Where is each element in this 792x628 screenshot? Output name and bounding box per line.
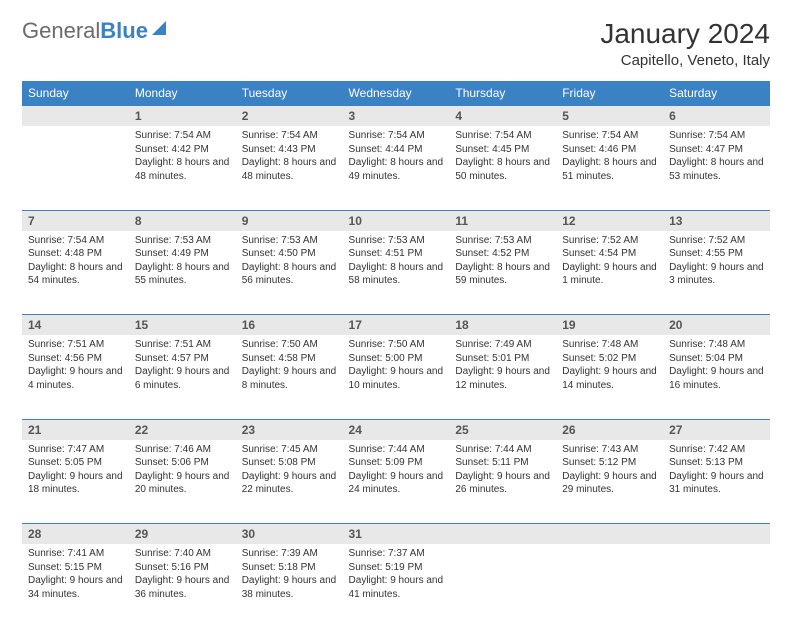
day-number-cell — [663, 524, 770, 545]
day-content-cell: Sunrise: 7:54 AMSunset: 4:43 PMDaylight:… — [236, 126, 343, 210]
day-content-cell: Sunrise: 7:54 AMSunset: 4:42 PMDaylight:… — [129, 126, 236, 210]
day-number-cell: 9 — [236, 210, 343, 231]
day-number-row: 78910111213 — [22, 210, 770, 231]
day-content-row: Sunrise: 7:47 AMSunset: 5:05 PMDaylight:… — [22, 440, 770, 524]
day-content-cell — [556, 544, 663, 628]
logo: GeneralBlue — [22, 18, 166, 44]
day-content-cell: Sunrise: 7:49 AMSunset: 5:01 PMDaylight:… — [449, 335, 556, 419]
location: Capitello, Veneto, Italy — [600, 52, 770, 69]
day-content-cell: Sunrise: 7:54 AMSunset: 4:45 PMDaylight:… — [449, 126, 556, 210]
logo-triangle-icon — [152, 21, 166, 35]
day-content-cell: Sunrise: 7:52 AMSunset: 4:54 PMDaylight:… — [556, 231, 663, 315]
day-number-cell: 28 — [22, 524, 129, 545]
day-content-cell: Sunrise: 7:50 AMSunset: 5:00 PMDaylight:… — [343, 335, 450, 419]
day-number-cell: 4 — [449, 106, 556, 127]
day-content-cell: Sunrise: 7:53 AMSunset: 4:51 PMDaylight:… — [343, 231, 450, 315]
day-header: Wednesday — [343, 81, 450, 106]
day-number-cell: 1 — [129, 106, 236, 127]
day-content-cell: Sunrise: 7:54 AMSunset: 4:48 PMDaylight:… — [22, 231, 129, 315]
day-content-row: Sunrise: 7:54 AMSunset: 4:42 PMDaylight:… — [22, 126, 770, 210]
day-content-cell: Sunrise: 7:54 AMSunset: 4:44 PMDaylight:… — [343, 126, 450, 210]
day-content-row: Sunrise: 7:54 AMSunset: 4:48 PMDaylight:… — [22, 231, 770, 315]
day-number-cell: 6 — [663, 106, 770, 127]
day-number-cell: 17 — [343, 315, 450, 336]
day-number-cell: 5 — [556, 106, 663, 127]
calendar-body: 123456Sunrise: 7:54 AMSunset: 4:42 PMDay… — [22, 106, 770, 628]
day-content-cell — [22, 126, 129, 210]
day-number-row: 28293031 — [22, 524, 770, 545]
day-number-cell: 2 — [236, 106, 343, 127]
day-content-cell: Sunrise: 7:42 AMSunset: 5:13 PMDaylight:… — [663, 440, 770, 524]
day-number-cell: 12 — [556, 210, 663, 231]
logo-part1: General — [22, 18, 100, 43]
day-header: Sunday — [22, 81, 129, 106]
day-number-cell: 31 — [343, 524, 450, 545]
day-content-cell: Sunrise: 7:45 AMSunset: 5:08 PMDaylight:… — [236, 440, 343, 524]
day-content-cell: Sunrise: 7:47 AMSunset: 5:05 PMDaylight:… — [22, 440, 129, 524]
day-number-cell: 7 — [22, 210, 129, 231]
day-header: Saturday — [663, 81, 770, 106]
day-number-row: 14151617181920 — [22, 315, 770, 336]
day-content-cell: Sunrise: 7:54 AMSunset: 4:46 PMDaylight:… — [556, 126, 663, 210]
day-header: Tuesday — [236, 81, 343, 106]
day-content-cell: Sunrise: 7:37 AMSunset: 5:19 PMDaylight:… — [343, 544, 450, 628]
day-content-cell: Sunrise: 7:44 AMSunset: 5:11 PMDaylight:… — [449, 440, 556, 524]
day-header: Monday — [129, 81, 236, 106]
day-number-row: 123456 — [22, 106, 770, 127]
logo-part2: Blue — [100, 18, 148, 43]
logo-text: GeneralBlue — [22, 18, 148, 44]
day-content-cell: Sunrise: 7:48 AMSunset: 5:04 PMDaylight:… — [663, 335, 770, 419]
day-number-row: 21222324252627 — [22, 419, 770, 440]
day-number-cell: 3 — [343, 106, 450, 127]
day-number-cell: 18 — [449, 315, 556, 336]
day-header-row: Sunday Monday Tuesday Wednesday Thursday… — [22, 81, 770, 106]
day-content-cell: Sunrise: 7:46 AMSunset: 5:06 PMDaylight:… — [129, 440, 236, 524]
day-number-cell: 13 — [663, 210, 770, 231]
day-content-cell: Sunrise: 7:41 AMSunset: 5:15 PMDaylight:… — [22, 544, 129, 628]
day-number-cell: 10 — [343, 210, 450, 231]
day-content-cell: Sunrise: 7:51 AMSunset: 4:57 PMDaylight:… — [129, 335, 236, 419]
day-content-cell: Sunrise: 7:53 AMSunset: 4:50 PMDaylight:… — [236, 231, 343, 315]
title-block: January 2024 Capitello, Veneto, Italy — [600, 18, 770, 69]
day-number-cell: 29 — [129, 524, 236, 545]
day-number-cell: 15 — [129, 315, 236, 336]
day-content-row: Sunrise: 7:51 AMSunset: 4:56 PMDaylight:… — [22, 335, 770, 419]
day-number-cell: 25 — [449, 419, 556, 440]
day-number-cell: 21 — [22, 419, 129, 440]
day-header: Thursday — [449, 81, 556, 106]
day-content-cell: Sunrise: 7:48 AMSunset: 5:02 PMDaylight:… — [556, 335, 663, 419]
day-header: Friday — [556, 81, 663, 106]
day-content-cell: Sunrise: 7:39 AMSunset: 5:18 PMDaylight:… — [236, 544, 343, 628]
day-number-cell: 26 — [556, 419, 663, 440]
day-number-cell — [449, 524, 556, 545]
day-content-cell: Sunrise: 7:54 AMSunset: 4:47 PMDaylight:… — [663, 126, 770, 210]
day-number-cell: 30 — [236, 524, 343, 545]
day-number-cell — [556, 524, 663, 545]
day-number-cell: 8 — [129, 210, 236, 231]
day-number-cell: 11 — [449, 210, 556, 231]
day-content-cell — [449, 544, 556, 628]
day-content-row: Sunrise: 7:41 AMSunset: 5:15 PMDaylight:… — [22, 544, 770, 628]
month-title: January 2024 — [600, 18, 770, 50]
day-number-cell: 27 — [663, 419, 770, 440]
day-content-cell: Sunrise: 7:50 AMSunset: 4:58 PMDaylight:… — [236, 335, 343, 419]
day-content-cell: Sunrise: 7:53 AMSunset: 4:49 PMDaylight:… — [129, 231, 236, 315]
day-content-cell — [663, 544, 770, 628]
day-content-cell: Sunrise: 7:51 AMSunset: 4:56 PMDaylight:… — [22, 335, 129, 419]
day-number-cell: 14 — [22, 315, 129, 336]
day-content-cell: Sunrise: 7:44 AMSunset: 5:09 PMDaylight:… — [343, 440, 450, 524]
day-content-cell: Sunrise: 7:52 AMSunset: 4:55 PMDaylight:… — [663, 231, 770, 315]
day-number-cell: 16 — [236, 315, 343, 336]
day-number-cell — [22, 106, 129, 127]
day-number-cell: 20 — [663, 315, 770, 336]
day-number-cell: 22 — [129, 419, 236, 440]
day-content-cell: Sunrise: 7:53 AMSunset: 4:52 PMDaylight:… — [449, 231, 556, 315]
day-number-cell: 19 — [556, 315, 663, 336]
day-content-cell: Sunrise: 7:43 AMSunset: 5:12 PMDaylight:… — [556, 440, 663, 524]
day-number-cell: 24 — [343, 419, 450, 440]
day-content-cell: Sunrise: 7:40 AMSunset: 5:16 PMDaylight:… — [129, 544, 236, 628]
calendar-table: Sunday Monday Tuesday Wednesday Thursday… — [22, 81, 770, 628]
header: GeneralBlue January 2024 Capitello, Vene… — [22, 18, 770, 69]
day-number-cell: 23 — [236, 419, 343, 440]
